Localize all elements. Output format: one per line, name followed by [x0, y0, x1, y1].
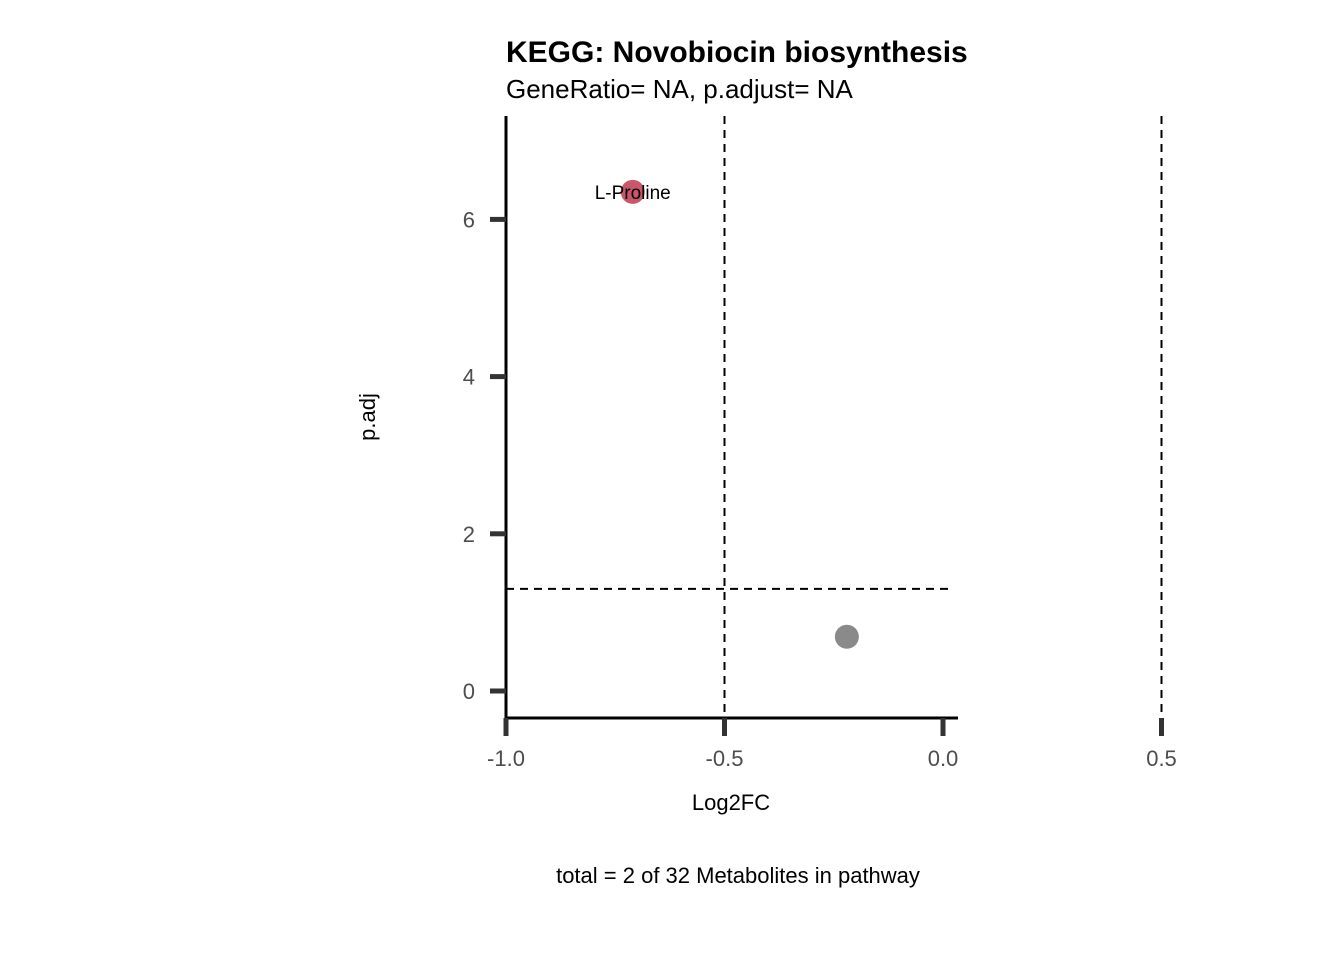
data-point-1 [834, 624, 859, 649]
y-tick-label-0: 0 [463, 679, 475, 704]
y-tick-label-1: 2 [463, 522, 475, 547]
chart-subtitle: GeneRatio= NA, p.adjust= NA [506, 74, 854, 104]
x-axis-title: Log2FC [692, 790, 770, 815]
ticks: -1.0-0.50.00.51.00246 [463, 207, 1177, 771]
y-tick-label-3: 6 [463, 207, 475, 232]
point-label-0: L-Proline [595, 183, 671, 204]
y-axis-title: p.adj [355, 393, 380, 441]
x-tick-label-2: 0.0 [928, 746, 959, 771]
chart-title: KEGG: Novobiocin biosynthesis [506, 36, 968, 69]
y-tick-label-2: 4 [463, 365, 475, 390]
axes [504, 116, 958, 720]
x-tick-label-3: 0.5 [1146, 746, 1177, 771]
data-point-0 [620, 179, 645, 204]
x-tick-label-1: -0.5 [706, 746, 744, 771]
data-points: L-Proline [595, 179, 859, 649]
threshold-lines [506, 116, 1163, 718]
x-tick-label-0: -1.0 [487, 746, 525, 771]
chart-caption: total = 2 of 32 Metabolites in pathway [556, 863, 920, 888]
